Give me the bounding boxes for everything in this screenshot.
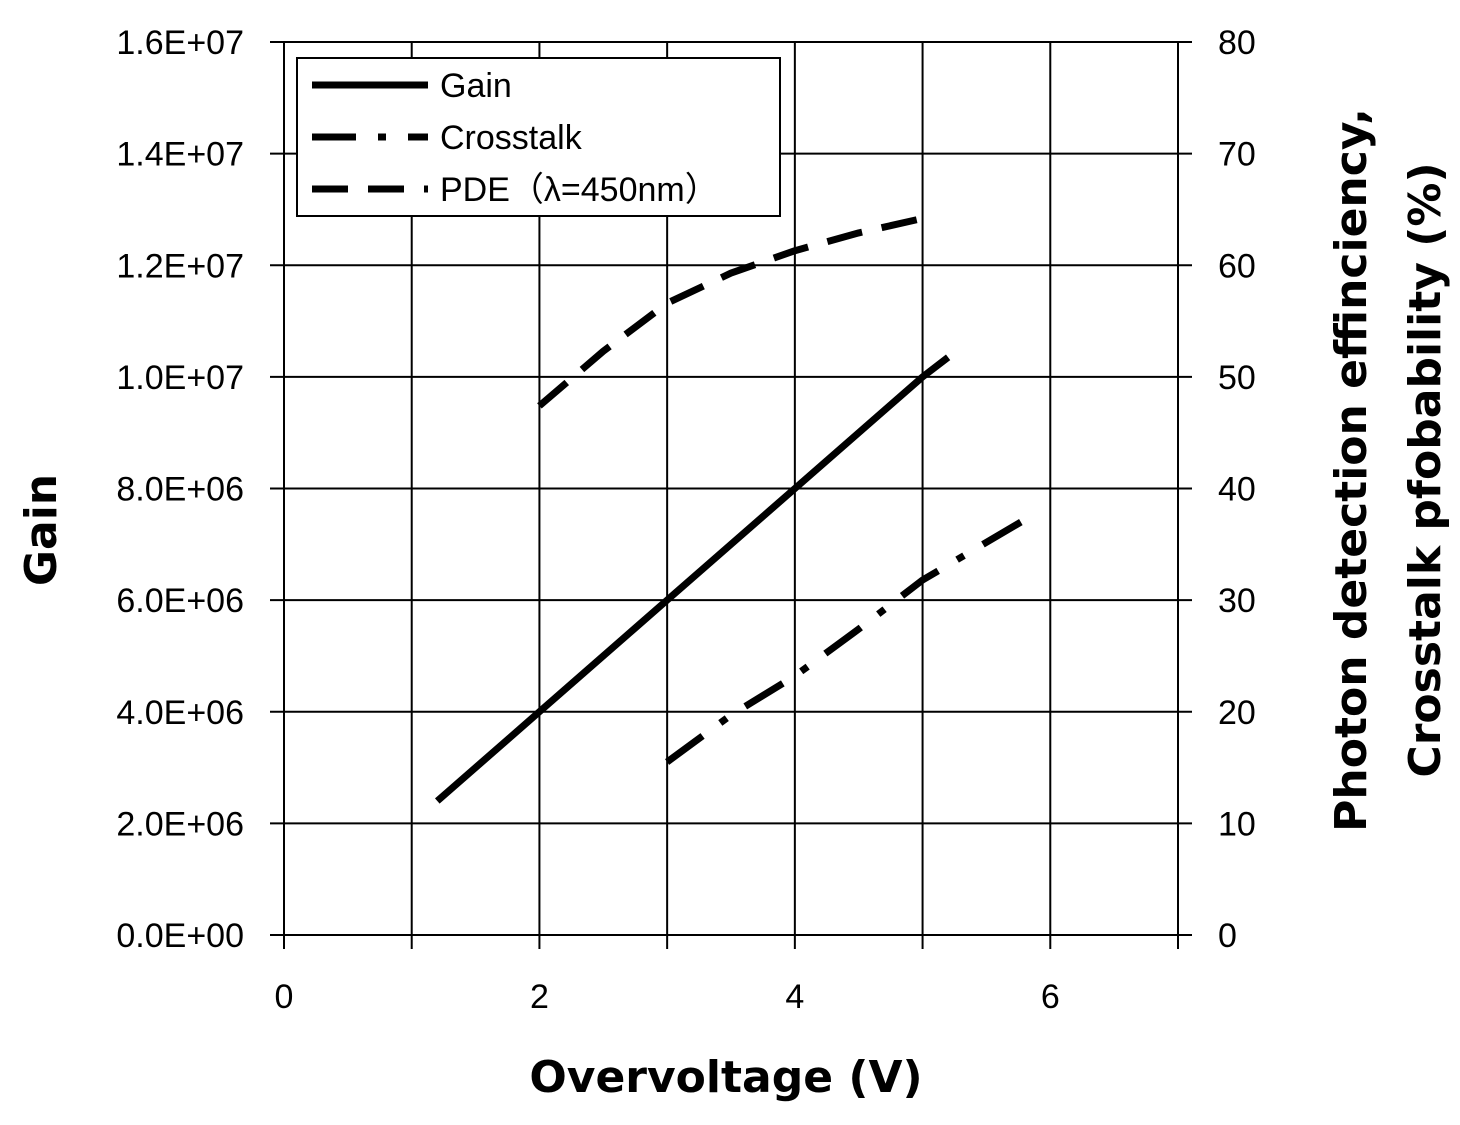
y2-tick-label: 80 [1218,24,1256,62]
y-axis-title: Gain [16,474,67,586]
series-layer [434,214,1027,804]
y2-tick-label: 40 [1218,471,1256,509]
y2-tick-label: 60 [1218,247,1256,285]
y2-tick-label: 30 [1218,582,1256,620]
x-tick-label: 6 [1041,978,1060,1016]
x-tick-label: 4 [785,978,804,1016]
y-tick-label: 8.0E+06 [116,471,244,509]
y-tick-label: 1.0E+07 [116,359,244,397]
y2-tick-label: 0 [1218,917,1237,955]
y-tick-label: 1.6E+07 [116,24,244,62]
series-line-gain [434,354,951,804]
legend-label: PDE（λ=450nm） [440,171,719,209]
y2-tick-label: 70 [1218,136,1256,174]
x-tick-label: 0 [275,978,294,1016]
series-line-pde [537,214,924,409]
y-tick-label: 1.4E+07 [116,136,244,174]
y2-axis-title-line2: Crosstalk pfobability (%) [1400,162,1451,777]
legend-label: Crosstalk [440,119,583,157]
y-tick-label: 1.2E+07 [116,247,244,285]
x-axis-title: Overvoltage (V) [529,1052,922,1103]
y2-axis-title-line1: Photon detection effinciency, [1326,108,1377,832]
legend: Gain Crosstalk PDE（λ=450nm） [296,57,781,217]
y2-tick-label: 10 [1218,805,1256,843]
y2-tick-label: 50 [1218,359,1256,397]
ticks-layer: 0.0E+00 2.0E+06 4.0E+06 6.0E+06 8.0E+06 1.0E+… [116,24,1255,1016]
y-tick-label: 6.0E+06 [116,582,244,620]
series-line-crosstalk [665,516,1027,765]
y-tick-label: 0.0E+00 [116,917,244,955]
x-tick-label: 2 [530,978,549,1016]
y-tick-label: 4.0E+06 [116,694,244,732]
y-tick-label: 2.0E+06 [116,805,244,843]
legend-label: Gain [440,67,512,105]
y2-tick-label: 20 [1218,694,1256,732]
